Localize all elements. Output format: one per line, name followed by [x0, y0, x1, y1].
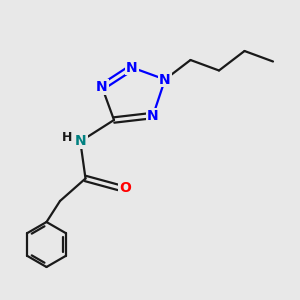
- Text: N: N: [159, 73, 171, 86]
- Text: N: N: [96, 80, 108, 94]
- Text: O: O: [119, 181, 131, 194]
- Text: H: H: [62, 131, 73, 144]
- Text: N: N: [126, 61, 138, 74]
- Text: N: N: [75, 134, 87, 148]
- Text: N: N: [147, 109, 159, 122]
